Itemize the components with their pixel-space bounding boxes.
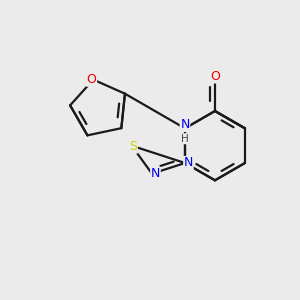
Text: N: N [184,157,193,169]
Text: O: O [210,70,220,83]
Text: N: N [180,118,190,131]
Text: H: H [181,134,189,144]
Text: O: O [87,73,97,86]
Text: N: N [151,167,160,180]
Text: S: S [129,140,137,153]
